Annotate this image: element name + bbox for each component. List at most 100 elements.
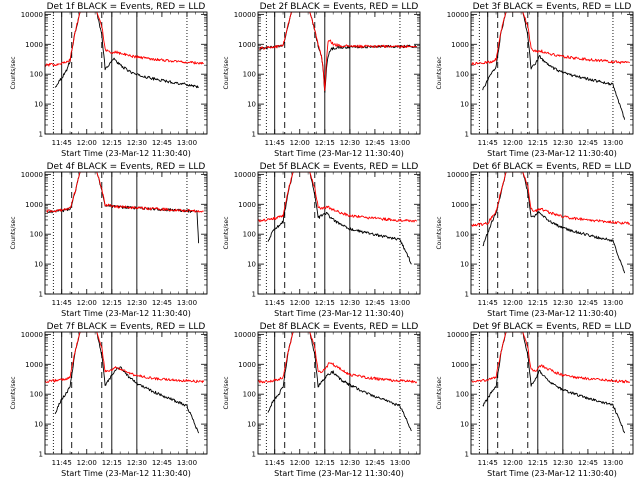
x-tick-label: 13:00 [390, 299, 410, 307]
y-tick-label: 1 [252, 451, 256, 459]
y-tick-label: 10000 [21, 11, 43, 19]
y-axis-label: Counts/sec [223, 56, 230, 89]
series-group [471, 12, 630, 120]
y-axis-label: Counts/sec [436, 56, 443, 89]
x-tick-label: 12:00 [503, 299, 523, 307]
x-tick-label: 12:00 [77, 299, 97, 307]
x-tick-label: 11:45 [265, 459, 285, 467]
series-group [258, 172, 418, 265]
x-tick-label: 12:15 [528, 139, 548, 147]
y-tick-label: 1000 [451, 201, 469, 209]
x-tick-label: 11:45 [52, 459, 72, 467]
y-tick-label: 1 [465, 451, 469, 459]
series-line-lld [471, 12, 630, 66]
chart-panel-1: Det 1f BLACK = Events, RED = LLD Counts/s… [10, 2, 208, 158]
y-tick-label: 100 [456, 71, 469, 79]
x-axis-label: Start Time (23-Mar-12 11:30:40) [487, 469, 617, 478]
chart-title: Det 4f BLACK = Events, RED = LLD [47, 162, 206, 172]
x-axis-label: Start Time (23-Mar-12 11:30:40) [274, 149, 404, 158]
x-tick-label: 11:45 [265, 139, 285, 147]
x-tick-label: 12:45 [578, 299, 598, 307]
x-tick-label: 11:45 [478, 299, 498, 307]
chart-panel-2: Det 2f BLACK = Events, RED = LLD Counts/s… [223, 2, 421, 158]
series-group [45, 332, 205, 434]
x-axis-label: Start Time (23-Mar-12 11:30:40) [61, 309, 191, 318]
y-tick-label: 1000 [25, 361, 43, 369]
y-tick-label: 100 [30, 391, 43, 399]
x-tick-label: 12:15 [315, 299, 335, 307]
x-tick-label: 11:45 [52, 299, 72, 307]
y-tick-label: 1000 [25, 41, 43, 49]
x-tick-label: 11:45 [478, 459, 498, 467]
x-tick-label: 12:30 [127, 299, 147, 307]
plot-frame [470, 171, 634, 295]
x-tick-label: 12:15 [315, 459, 335, 467]
series-group [45, 12, 204, 89]
x-tick-label: 12:45 [152, 299, 172, 307]
y-tick-label: 10000 [447, 11, 469, 19]
y-tick-label: 10 [460, 101, 469, 109]
y-axis-label: Counts/sec [10, 216, 17, 249]
y-tick-label: 10000 [21, 171, 43, 179]
x-axis-label: Start Time (23-Mar-12 11:30:40) [274, 309, 404, 318]
y-tick-label: 100 [456, 231, 469, 239]
plot-frame [44, 331, 208, 455]
series-group [258, 332, 418, 432]
series-group [471, 172, 631, 274]
x-tick-label: 12:45 [578, 139, 598, 147]
y-tick-label: 10000 [447, 331, 469, 339]
series-line-lld [45, 12, 204, 67]
y-tick-label: 1000 [238, 201, 256, 209]
y-axis-label: Counts/sec [436, 216, 443, 249]
plot-frame [470, 331, 634, 455]
y-tick-label: 1000 [25, 201, 43, 209]
y-tick-label: 10 [460, 261, 469, 269]
x-tick-label: 12:30 [127, 459, 147, 467]
y-tick-label: 1 [252, 131, 256, 139]
y-tick-label: 1000 [451, 41, 469, 49]
y-tick-label: 100 [30, 231, 43, 239]
y-tick-label: 100 [30, 71, 43, 79]
series-line-lld [259, 12, 417, 91]
series-line-lld [471, 172, 631, 227]
series-line-events [482, 172, 626, 274]
series-line-events [482, 332, 626, 434]
chart-panel-5: Det 5f BLACK = Events, RED = LLD Counts/s… [223, 162, 421, 318]
chart-title: Det 1f BLACK = Events, RED = LLD [47, 2, 206, 12]
x-tick-label: 13:00 [603, 459, 623, 467]
y-tick-label: 1 [39, 291, 43, 299]
x-tick-label: 12:45 [152, 139, 172, 147]
chart-panel-8: Det 8f BLACK = Events, RED = LLD Counts/s… [223, 322, 421, 478]
chart-title: Det 5f BLACK = Events, RED = LLD [260, 162, 419, 172]
chart-title: Det 9f BLACK = Events, RED = LLD [473, 322, 632, 332]
y-axis-label: Counts/sec [223, 376, 230, 409]
y-axis-label: Counts/sec [10, 56, 17, 89]
y-tick-label: 10000 [234, 11, 256, 19]
y-tick-label: 100 [243, 391, 256, 399]
y-tick-label: 100 [456, 391, 469, 399]
chart-panel-7: Det 7f BLACK = Events, RED = LLD Counts/s… [10, 322, 208, 478]
x-tick-label: 12:00 [290, 459, 310, 467]
y-tick-label: 100 [243, 71, 256, 79]
chart-title: Det 8f BLACK = Events, RED = LLD [260, 322, 419, 332]
y-tick-label: 10000 [447, 171, 469, 179]
chart-panel-9: Det 9f BLACK = Events, RED = LLD Counts/s… [436, 322, 634, 478]
series-line-lld [46, 172, 204, 213]
x-tick-label: 12:45 [365, 459, 385, 467]
x-tick-label: 12:15 [528, 299, 548, 307]
x-tick-label: 13:00 [603, 299, 623, 307]
x-tick-label: 12:00 [77, 139, 97, 147]
x-tick-label: 12:45 [578, 459, 598, 467]
y-tick-label: 10 [34, 421, 43, 429]
x-tick-label: 12:30 [340, 139, 360, 147]
y-tick-label: 1 [39, 131, 43, 139]
chart-panel-3: Det 3f BLACK = Events, RED = LLD Counts/s… [436, 2, 634, 158]
x-tick-label: 12:00 [503, 459, 523, 467]
x-tick-label: 12:30 [340, 459, 360, 467]
x-tick-label: 13:00 [177, 459, 197, 467]
y-tick-label: 10 [34, 101, 43, 109]
y-tick-label: 10000 [21, 331, 43, 339]
x-tick-label: 12:00 [503, 139, 523, 147]
chart-title: Det 6f BLACK = Events, RED = LLD [473, 162, 632, 172]
y-tick-label: 1 [465, 291, 469, 299]
